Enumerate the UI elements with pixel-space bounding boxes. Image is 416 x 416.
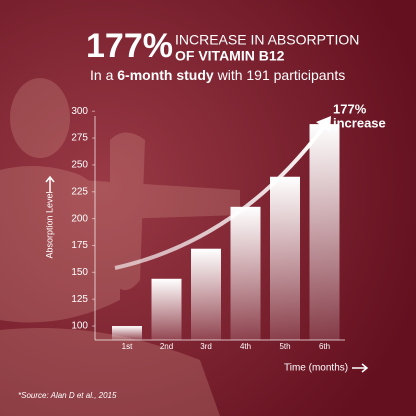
x-tick-label: 3rd [200,342,212,351]
y-tick-label: 125 [71,294,88,305]
model-photo [0,78,240,416]
y-tick-label: 300 [71,106,88,117]
bar [230,206,261,340]
y-tick-label: 250 [71,160,88,171]
subtitle-emphasis: 6-month study [117,67,214,83]
y-tick-label: 200 [71,213,88,224]
subtitle-text: In a [90,67,117,83]
annotation: 177% [333,101,367,116]
bar [309,124,340,340]
x-tick-label: 4th [240,342,251,351]
x-tick-label: 2nd [160,342,173,351]
bar [191,248,221,340]
y-tick-label: 225 [71,186,88,197]
y-tick-label: 150 [71,267,88,278]
headline-line: OF VITAMIN B12 [175,48,285,64]
y-axis-label: Absorption Level [44,191,54,258]
y-tick-label: 100 [71,321,88,332]
trend-arrowhead [316,116,331,132]
y-tick-label: 175 [71,240,88,251]
headline-number: 177% [86,27,173,65]
x-axis-label: Time (months) [284,363,348,374]
trend-arrow [114,123,327,270]
headline-line: INCREASE IN ABSORPTION [175,32,359,48]
bar [270,176,300,340]
subtitle-text: with 191 participants [214,67,346,83]
x-axis-arrow [352,363,369,373]
bar [112,326,142,340]
bar [151,278,182,340]
x-tick-label: 5th [279,342,290,351]
source: *Source: Alan D et al., 2015 [18,391,117,400]
annotation: increase [333,115,386,130]
y-tick-label: 275 [71,133,88,144]
x-tick-label: 6th [319,342,330,351]
x-tick-label: 1st [122,342,133,351]
subtitle: In a 6-month study with 191 participants [90,67,345,83]
y-axis-arrow [45,175,55,192]
